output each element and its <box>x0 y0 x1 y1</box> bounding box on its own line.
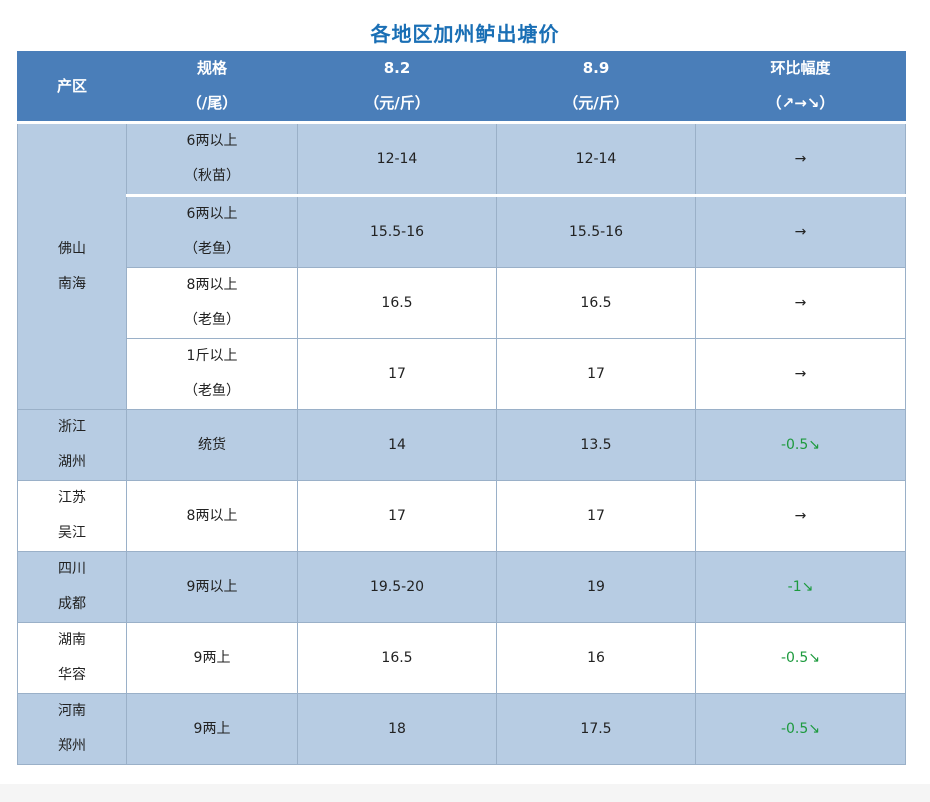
table-row: 湖南 华容 9两上 16.5 16 -0.5↘ <box>17 622 906 694</box>
header-region: 产区 <box>17 51 127 123</box>
header-spec: 规格 （/尾） <box>126 51 298 123</box>
price-8-9-cell: 17.5 <box>496 693 696 765</box>
header-row: 产区 规格 （/尾） 8.2 （元/斤） 8.9 （元/斤） 环比幅度 （↗→↘） <box>17 51 906 123</box>
region-cell: 佛山 南海 <box>17 122 127 410</box>
spec-cell: 8两以上 （老鱼） <box>126 267 298 339</box>
change-cell: → <box>695 267 906 339</box>
table-row: 四川 成都 9两以上 19.5-20 19 -1↘ <box>17 551 906 623</box>
price-8-2-cell: 17 <box>297 480 497 552</box>
price-8-2-cell: 19.5-20 <box>297 551 497 623</box>
region-cell: 浙江 湖州 <box>17 409 127 481</box>
price-8-9-cell: 15.5-16 <box>496 194 696 268</box>
change-cell: → <box>695 194 906 268</box>
spec-cell: 6两以上 （秋苗） <box>126 122 298 196</box>
table-row: 浙江 湖州 统货 14 13.5 -0.5↘ <box>17 409 906 481</box>
table-row: 1斤以上 （老鱼） 17 17 → <box>18 338 906 410</box>
price-8-2-cell: 14 <box>297 409 497 481</box>
table-row: 河南 郑州 9两上 18 17.5 -0.5↘ <box>17 693 906 765</box>
change-cell: -0.5↘ <box>695 693 906 765</box>
table-row: 8两以上 （老鱼） 16.5 16.5 → <box>18 267 906 339</box>
header-change: 环比幅度 （↗→↘） <box>695 51 906 123</box>
price-8-2-cell: 12-14 <box>297 122 497 196</box>
price-8-9-cell: 16.5 <box>496 267 696 339</box>
change-cell: -1↘ <box>695 551 906 623</box>
table-row: 江苏 吴江 8两以上 17 17 → <box>17 480 906 552</box>
table-title: 各地区加州鲈出塘价 <box>370 22 560 46</box>
spec-cell: 9两以上 <box>126 551 298 623</box>
region-cell: 四川 成都 <box>17 551 127 623</box>
price-8-2-cell: 16.5 <box>297 267 497 339</box>
price-8-2-cell: 15.5-16 <box>297 194 497 268</box>
price-8-9-cell: 13.5 <box>496 409 696 481</box>
change-cell: → <box>695 122 906 196</box>
change-cell: → <box>695 338 906 410</box>
spec-cell: 9两上 <box>126 622 298 694</box>
table-row: 佛山 南海 6两以上 （秋苗） 12-14 12-14 → <box>17 122 906 410</box>
price-8-9-cell: 12-14 <box>496 122 696 196</box>
price-8-9-cell: 19 <box>496 551 696 623</box>
table-row: 6两以上 （老鱼） 15.5-16 15.5-16 → <box>18 194 906 268</box>
header-date-2: 8.9 （元/斤） <box>496 51 696 123</box>
price-8-2-cell: 17 <box>297 338 497 410</box>
change-cell: -0.5↘ <box>695 622 906 694</box>
region-cell: 江苏 吴江 <box>17 480 127 552</box>
price-8-9-cell: 17 <box>496 338 696 410</box>
region-cell: 湖南 华容 <box>17 622 127 694</box>
header-date-1: 8.2 （元/斤） <box>297 51 497 123</box>
spec-cell: 6两以上 （老鱼） <box>126 194 298 268</box>
price-8-2-cell: 18 <box>297 693 497 765</box>
price-8-9-cell: 16 <box>496 622 696 694</box>
price-table: 产区 规格 （/尾） 8.2 （元/斤） 8.9 （元/斤） 环比幅度 （↗→↘） 佛山… <box>17 51 906 765</box>
spec-cell: 统货 <box>126 409 298 481</box>
price-8-9-cell: 17 <box>496 480 696 552</box>
change-cell: -0.5↘ <box>695 409 906 481</box>
page-footer-strip <box>0 784 930 802</box>
price-8-2-cell: 16.5 <box>297 622 497 694</box>
spec-cell: 9两上 <box>126 693 298 765</box>
region-cell: 河南 郑州 <box>17 693 127 765</box>
spec-cell: 8两以上 <box>126 480 298 552</box>
spec-cell: 1斤以上 （老鱼） <box>126 338 298 410</box>
change-cell: → <box>695 480 906 552</box>
